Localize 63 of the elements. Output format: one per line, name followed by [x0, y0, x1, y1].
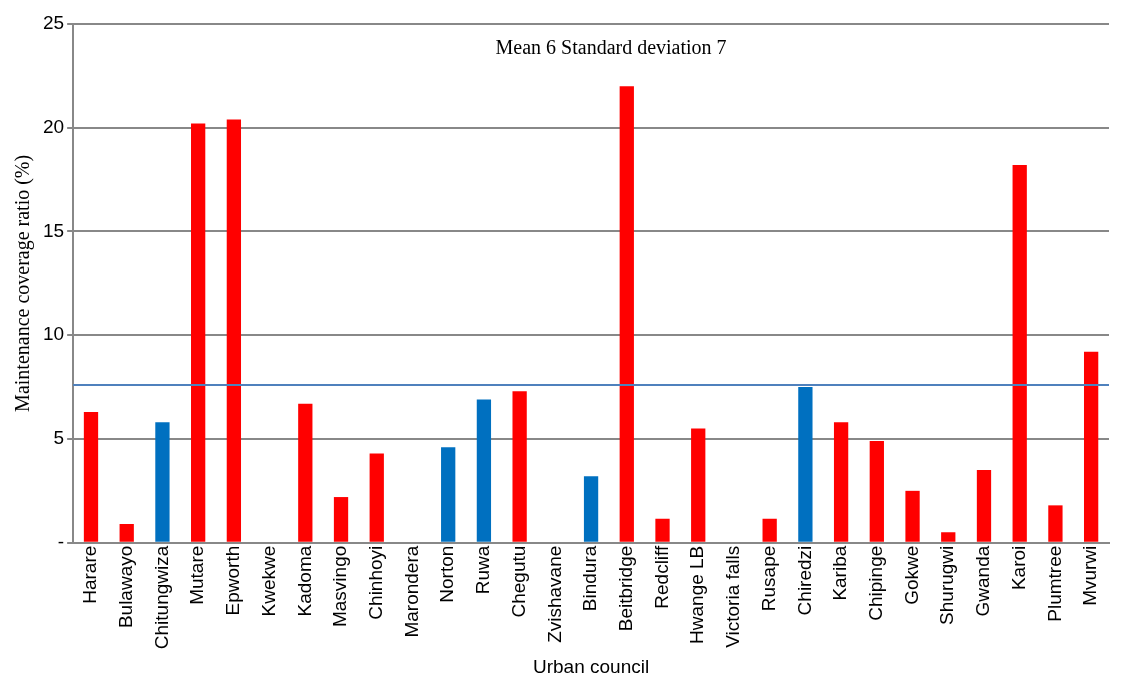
- x-tick-label: Hwange LB: [686, 545, 708, 644]
- y-tick-label: 5: [53, 427, 65, 449]
- x-tick-label: Kwekwe: [257, 545, 279, 617]
- x-tick-label: Beitbridge: [615, 545, 637, 632]
- bar: [1084, 351, 1099, 542]
- x-tick-label: Bindura: [579, 545, 601, 612]
- x-tick-label: Rusape: [757, 545, 779, 612]
- x-tick-label: Ruwa: [472, 545, 494, 595]
- bar: [762, 518, 777, 542]
- y-axis-title: Maintenance coverage ratio (%): [11, 154, 35, 412]
- x-axis-title: Urban council: [532, 655, 650, 677]
- x-tick-label: Kadoma: [293, 545, 315, 617]
- x-tick-label: Kariba: [829, 545, 851, 601]
- x-tick-label: Mutare: [186, 545, 208, 605]
- x-tick-label: Plumtree: [1043, 545, 1065, 622]
- bar: [691, 428, 706, 542]
- x-tick-label: Gwanda: [972, 545, 994, 617]
- bar: [191, 123, 206, 542]
- bar: [619, 86, 634, 542]
- bar: [369, 453, 384, 542]
- bar: [298, 403, 313, 542]
- bar: [476, 399, 492, 542]
- bar: [583, 476, 599, 542]
- x-tick-label: Mvurwi: [1079, 545, 1101, 606]
- y-tick-label: 15: [42, 219, 65, 241]
- x-tick-label: Harare: [79, 545, 101, 604]
- x-tick-label: Redcliff: [650, 544, 672, 609]
- bar: [333, 497, 349, 542]
- bar: [226, 119, 242, 542]
- bar: [1012, 165, 1027, 542]
- bar: [83, 411, 99, 542]
- x-tick-label: Gokwe: [900, 545, 922, 605]
- x-tick-label: Masvingo: [329, 545, 351, 628]
- y-tick-label: 25: [42, 12, 65, 34]
- bar: [869, 441, 884, 542]
- x-tick-label: Bulawayo: [114, 545, 136, 629]
- bar: [941, 532, 956, 542]
- y-tick-label: 10: [42, 323, 65, 345]
- bar: [976, 470, 992, 542]
- x-tick-label: Karoi: [1007, 545, 1029, 591]
- bar: [119, 524, 134, 542]
- annotation: Mean 6 Standard deviation 7: [495, 36, 727, 58]
- x-tick-label: Chinhoyi: [364, 545, 386, 620]
- bar: [1048, 505, 1063, 542]
- x-tick-label: Epworth: [222, 545, 244, 616]
- x-tick-label: Chiredzi: [793, 545, 815, 616]
- x-tick-label: Shurugwi: [936, 545, 958, 625]
- bar: [155, 422, 170, 542]
- bar: [441, 447, 456, 542]
- y-tick-label: 20: [42, 115, 65, 137]
- x-tick-label: Chitungwiza: [150, 545, 172, 650]
- x-tick-label: Marondera: [400, 545, 422, 638]
- x-tick-label: Norton: [436, 545, 458, 603]
- x-tick-label: Victoria falls: [722, 545, 744, 648]
- x-tick-label: Chegutu: [507, 545, 529, 618]
- bar: [655, 518, 670, 542]
- y-tick-label: -: [57, 530, 65, 552]
- x-tick-label: Zvishavane: [543, 545, 565, 643]
- bar: [905, 490, 920, 542]
- bar: [798, 387, 813, 542]
- x-tick-label: Chipinge: [865, 545, 887, 621]
- bar: [512, 391, 527, 542]
- bar: [833, 422, 849, 542]
